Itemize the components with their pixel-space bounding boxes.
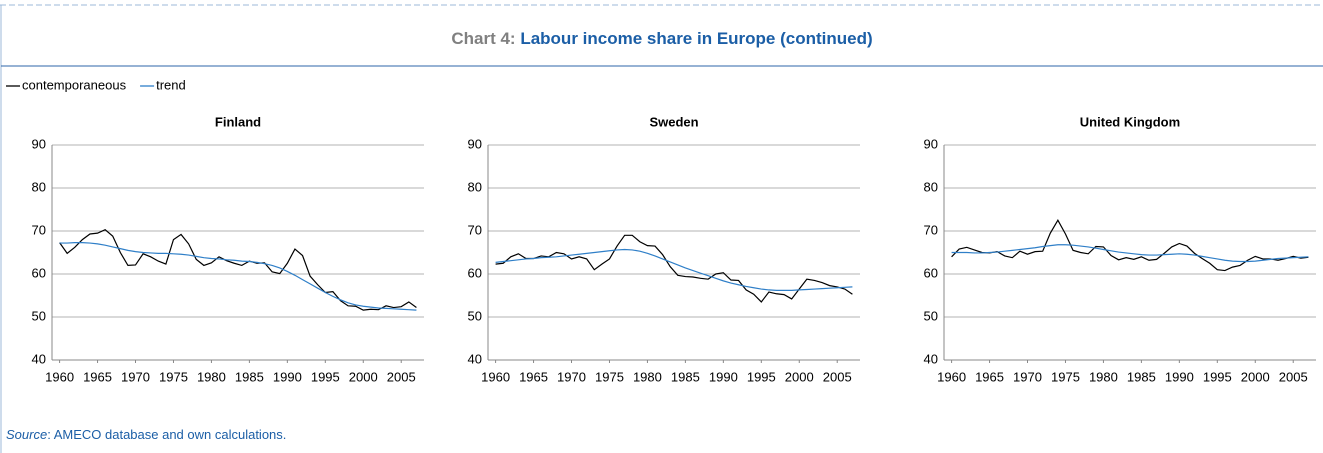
x-tick-label: 1960 (45, 369, 74, 384)
x-tick-label: 1965 (83, 369, 112, 384)
legend-label: trend (156, 77, 186, 92)
x-tick-label: 1965 (519, 369, 548, 384)
x-tick-label: 1995 (747, 369, 776, 384)
legend-label: contemporaneous (22, 77, 127, 92)
x-tick-label: 1985 (1127, 369, 1156, 384)
x-tick-label: 2000 (349, 369, 378, 384)
x-tick-label: 1975 (1051, 369, 1080, 384)
x-tick-label: 1995 (1203, 369, 1232, 384)
y-tick-label: 80 (924, 179, 938, 194)
panel-title: Finland (215, 114, 261, 129)
x-tick-label: 1970 (1013, 369, 1042, 384)
series-line (951, 219, 1309, 272)
y-tick-label: 50 (924, 308, 938, 323)
x-tick-label: 1975 (595, 369, 624, 384)
y-tick-label: 90 (924, 136, 938, 151)
x-tick-label: 1995 (311, 369, 340, 384)
chart-title: Chart 4: Labour income share in Europe (… (451, 29, 872, 48)
y-tick-label: 70 (32, 222, 46, 237)
x-tick-label: 2000 (1241, 369, 1270, 384)
y-tick-label: 90 (468, 136, 482, 151)
x-tick-label: 1990 (273, 369, 302, 384)
series-line (59, 229, 417, 311)
x-tick-label: 2005 (1279, 369, 1308, 384)
y-tick-label: 40 (468, 351, 482, 366)
x-tick-label: 1965 (975, 369, 1004, 384)
x-tick-label: 2005 (387, 369, 416, 384)
y-tick-label: 40 (32, 351, 46, 366)
source-note: Source: AMECO database and own calculati… (6, 427, 286, 442)
y-tick-label: 80 (468, 179, 482, 194)
x-tick-label: 1980 (633, 369, 662, 384)
y-tick-label: 60 (924, 265, 938, 280)
y-tick-label: 50 (468, 308, 482, 323)
title-text: Labour income share in Europe (continued… (520, 29, 872, 48)
x-tick-label: 1975 (159, 369, 188, 384)
x-tick-label: 1980 (1089, 369, 1118, 384)
y-tick-label: 90 (32, 136, 46, 151)
title-prefix: Chart 4: (451, 29, 515, 48)
series-line (495, 248, 853, 291)
y-tick-label: 70 (924, 222, 938, 237)
y-tick-label: 50 (32, 308, 46, 323)
x-tick-label: 1960 (937, 369, 966, 384)
source-label: Source (6, 427, 47, 442)
x-tick-label: 1970 (121, 369, 150, 384)
y-tick-label: 80 (32, 179, 46, 194)
x-tick-label: 2000 (785, 369, 814, 384)
x-tick-label: 1985 (671, 369, 700, 384)
series-line (59, 242, 417, 311)
panel-title: Sweden (649, 114, 698, 129)
y-tick-label: 60 (468, 265, 482, 280)
source-text: : AMECO database and own calculations. (47, 427, 286, 442)
x-tick-label: 1985 (235, 369, 264, 384)
series-line (951, 244, 1309, 263)
x-tick-label: 2005 (823, 369, 852, 384)
x-tick-label: 1990 (709, 369, 738, 384)
panel-title: United Kingdom (1080, 114, 1180, 129)
y-tick-label: 40 (924, 351, 938, 366)
x-tick-label: 1970 (557, 369, 586, 384)
y-tick-label: 60 (32, 265, 46, 280)
y-tick-label: 70 (468, 222, 482, 237)
series-line (495, 234, 853, 303)
x-tick-label: 1960 (481, 369, 510, 384)
x-tick-label: 1980 (197, 369, 226, 384)
x-tick-label: 1990 (1165, 369, 1194, 384)
